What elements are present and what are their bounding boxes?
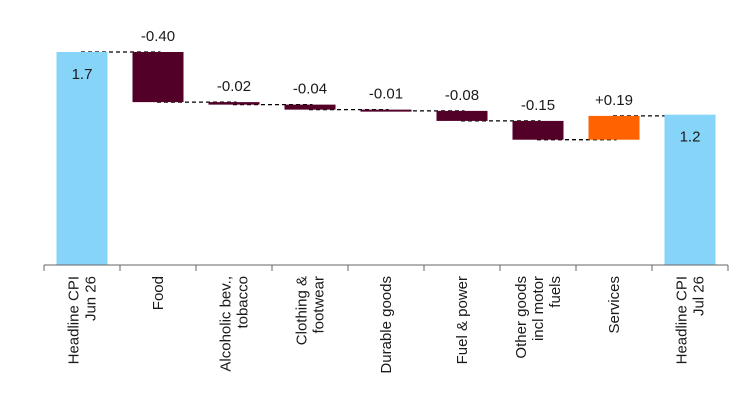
bar-5 xyxy=(436,110,488,121)
bar-2 xyxy=(208,102,260,105)
x-tick-label-7: Services xyxy=(606,276,623,334)
data-label-6: -0.15 xyxy=(521,97,555,114)
x-tick-label-1: Food xyxy=(150,276,167,310)
bar-8 xyxy=(664,114,716,265)
x-tick-label-2: Alcoholic bev.,tobacco xyxy=(218,276,252,372)
data-labels: 1.7 -0.40 -0.02 -0.04 -0.01 -0.08 -0.15 +0.19 1.… xyxy=(72,28,701,146)
x-tick-label-8: Headline CPIJul 26 xyxy=(674,276,708,364)
bar-7 xyxy=(588,115,640,140)
data-label-7: +0.19 xyxy=(595,92,633,109)
data-label-8: 1.2 xyxy=(680,129,701,146)
data-label-2: -0.02 xyxy=(217,78,251,95)
x-axis: Headline CPIJun 26 Food Alcoholic bev.,tob… xyxy=(43,264,729,374)
data-label-4: -0.01 xyxy=(369,86,403,103)
bar-1 xyxy=(132,52,184,103)
bar-4 xyxy=(360,109,412,112)
x-tick-label-3: Clothing &footwear xyxy=(294,276,328,345)
x-tick-label-0: Headline CPIJun 26 xyxy=(66,276,100,364)
x-tick-label-5: Fuel & power xyxy=(454,276,471,364)
x-tick-label-4: Durable goods xyxy=(378,276,395,374)
data-label-0: 1.7 xyxy=(72,66,93,83)
data-label-1: -0.40 xyxy=(141,28,175,45)
bar-6 xyxy=(512,120,564,140)
bar-3 xyxy=(284,104,336,110)
x-tick-label-6: Other goodsincl motorfuels xyxy=(513,276,564,359)
bar-0 xyxy=(56,52,108,265)
data-label-5: -0.08 xyxy=(445,87,479,104)
data-label-3: -0.04 xyxy=(293,81,327,98)
bars xyxy=(56,52,716,265)
